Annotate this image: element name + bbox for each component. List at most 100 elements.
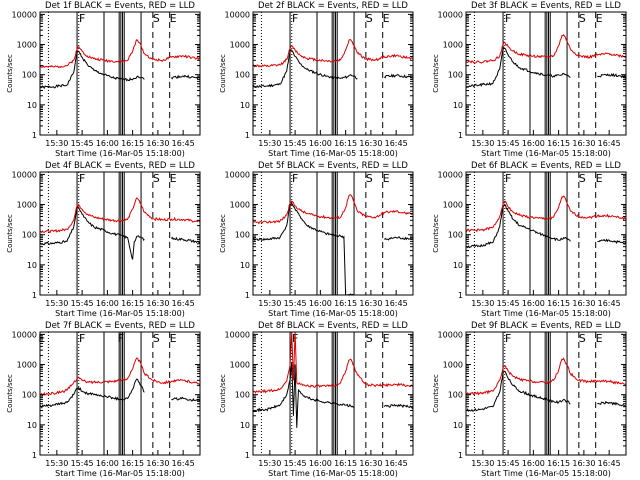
x-tick-label: 16:15 [334, 459, 357, 468]
x-tick-label: 15:45 [284, 139, 307, 148]
x-tick-label: 16:45 [385, 139, 408, 148]
y-axis-label: Counts/sec [6, 214, 14, 253]
region-label: S [153, 172, 160, 185]
x-tick-label: 15:45 [497, 299, 520, 308]
y-tick-label: 1 [245, 291, 250, 300]
x-axis-label: Start Time (16-Mar-05 15:18:00) [481, 149, 611, 158]
x-tick-label: 16:00 [96, 299, 119, 308]
x-tick-label: 15:45 [71, 139, 94, 148]
region-label: E [38, 332, 45, 345]
x-tick-label: 16:15 [547, 139, 570, 148]
y-axis-label: Counts/sec [219, 54, 227, 93]
x-axis-label: Start Time (16-Mar-05 15:18:00) [268, 309, 398, 318]
plot-frame [252, 331, 414, 456]
marker-lines [47, 172, 171, 295]
y-axis-label: Counts/sec [432, 374, 440, 413]
y-tick-label: 1000 [17, 361, 37, 370]
y-tick-label: 100 [448, 71, 463, 80]
lld-series-line [465, 33, 627, 64]
x-tick-label: 16:30 [359, 459, 382, 468]
x-tick-label: 16:15 [121, 459, 144, 468]
panel-title: Det 8f BLACK = Events, RED = LLD [258, 321, 408, 331]
x-tick-label: 15:30 [258, 459, 281, 468]
y-axis-label: Counts/sec [219, 374, 227, 413]
events-series-line [465, 47, 571, 88]
marker-lines [47, 12, 171, 135]
events-series-line [384, 236, 414, 241]
y-tick-label: 100 [235, 71, 250, 80]
y-tick-label: 100 [448, 391, 463, 400]
panel-title: Det 7f BLACK = Events, RED = LLD [45, 321, 195, 331]
y-tick-label: 10000 [12, 330, 37, 339]
y-tick-label: 1 [458, 131, 463, 140]
x-tick-label: 16:30 [359, 299, 382, 308]
x-axis-label: Start Time (16-Mar-05 15:18:00) [268, 149, 398, 158]
plot-frame [465, 11, 627, 136]
x-tick-label: 16:45 [385, 459, 408, 468]
plot-frame [39, 331, 201, 456]
x-tick-label: 16:30 [146, 459, 169, 468]
x-tick-label: 16:15 [121, 139, 144, 148]
y-tick-label: 1000 [443, 361, 463, 370]
panel-title: Det 3f BLACK = Events, RED = LLD [471, 1, 621, 11]
lld-series-line [465, 357, 627, 396]
region-label: E [170, 172, 177, 185]
events-series-line [39, 378, 145, 409]
plot-frame [465, 171, 627, 296]
plot-frame [252, 171, 414, 296]
y-tick-label: 1 [32, 451, 37, 460]
x-tick-label: 15:30 [471, 139, 494, 148]
region-label: E [596, 332, 603, 345]
y-tick-label: 1 [32, 291, 37, 300]
region-label: S [153, 332, 160, 345]
y-tick-label: 1000 [443, 41, 463, 50]
lld-series-line [39, 38, 201, 69]
region-label: F [505, 332, 511, 345]
events-series-line [252, 49, 358, 89]
x-tick-label: 16:00 [309, 139, 332, 148]
y-tick-label: 1 [458, 291, 463, 300]
x-tick-label: 16:30 [146, 299, 169, 308]
events-series-line [39, 50, 145, 90]
x-tick-label: 16:00 [96, 139, 119, 148]
region-label: S [579, 332, 586, 345]
marker-lines [260, 12, 384, 135]
region-label: F [79, 172, 85, 185]
region-label: F [505, 12, 511, 25]
y-tick-label: 10 [27, 261, 37, 270]
y-tick-label: 10000 [12, 10, 37, 19]
x-tick-label: 16:00 [522, 139, 545, 148]
events-series-line [171, 396, 201, 402]
y-tick-label: 100 [235, 391, 250, 400]
y-tick-label: 10 [453, 421, 463, 430]
lld-series-line [252, 39, 414, 68]
y-tick-label: 100 [235, 231, 250, 240]
marker-lines [473, 172, 597, 295]
x-tick-label: 16:15 [547, 459, 570, 468]
region-label: F [292, 172, 298, 185]
lld-series-line [252, 194, 414, 225]
region-label: S [579, 12, 586, 25]
panel-title: Det 9f BLACK = Events, RED = LLD [471, 321, 621, 331]
region-label: F [118, 332, 124, 345]
region-label: F [505, 172, 511, 185]
events-series-line [384, 73, 414, 79]
region-label: E [383, 332, 390, 345]
region-label: E [596, 12, 603, 25]
x-tick-label: 15:30 [45, 299, 68, 308]
x-axis-label: Start Time (16-Mar-05 15:18:00) [268, 469, 398, 478]
events-series-line [39, 205, 145, 260]
x-tick-label: 16:15 [547, 299, 570, 308]
x-tick-label: 15:45 [497, 139, 520, 148]
events-series-line [465, 203, 571, 249]
y-axis-label: Counts/sec [432, 54, 440, 93]
y-tick-label: 10000 [438, 170, 463, 179]
x-tick-label: 16:45 [598, 459, 621, 468]
x-tick-label: 16:30 [146, 139, 169, 148]
